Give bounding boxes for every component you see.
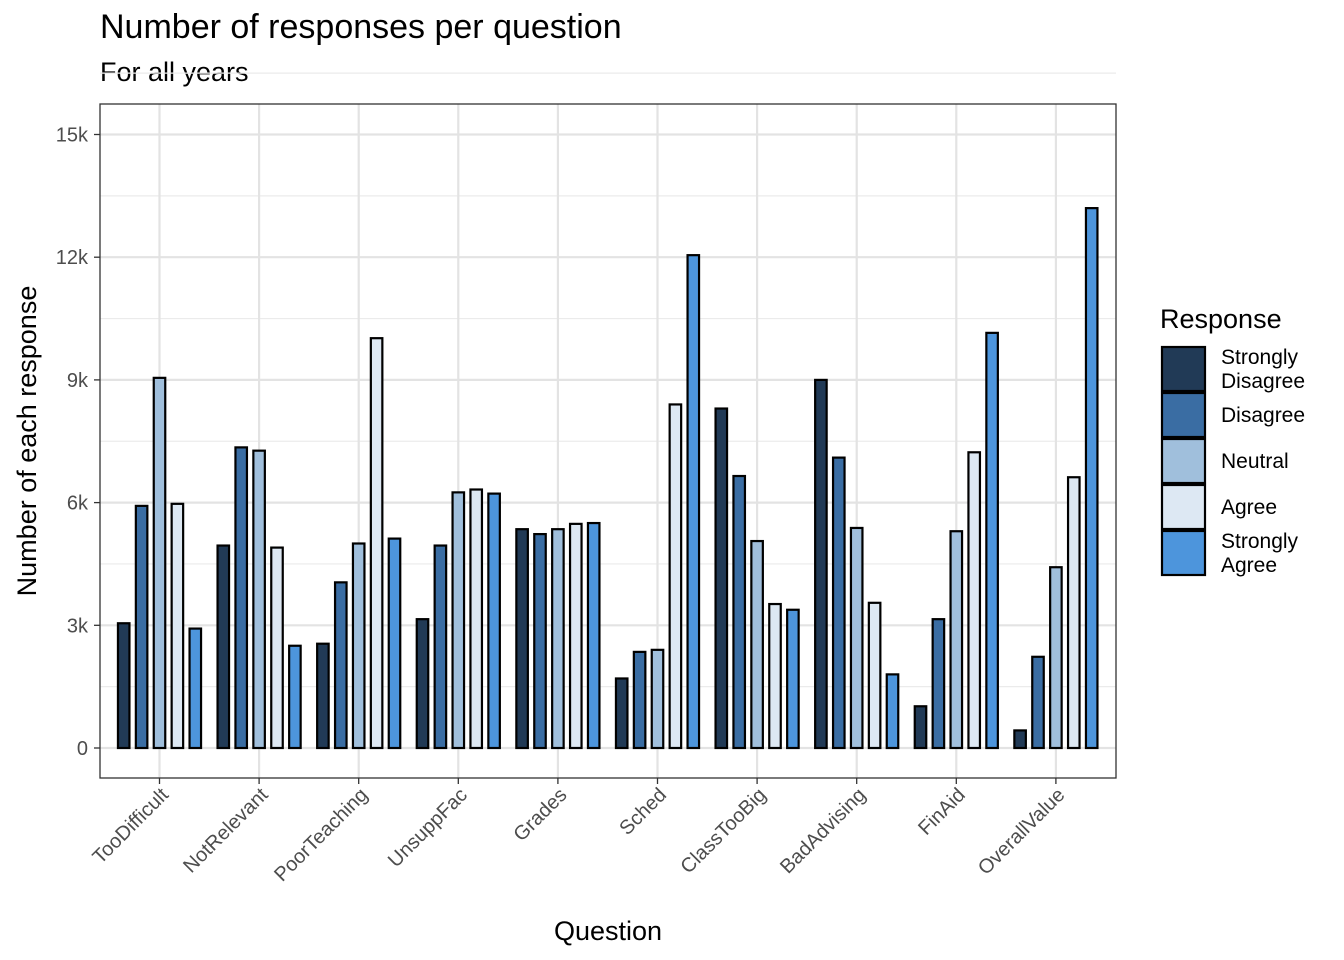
bar-overallvalue-neutral [1049,566,1063,750]
bar-classtoobig-strongly-disagree [714,407,729,750]
bar-grades-neutral [551,528,565,750]
y-tick-label: 0 [77,738,88,760]
bar-classtoobig-neutral [750,539,764,750]
x-tick-label-notrelevant: NotRelevant [179,784,273,878]
legend-label-disagree: Disagree [1221,404,1305,427]
x-axis-title: Question [554,916,662,946]
bar-finaid-neutral [949,530,964,750]
bar-sched-neutral [650,648,665,750]
y-tick-label: 3k [67,615,89,637]
bar-finaid-strongly-agree [985,331,999,750]
legend-label-agree: Agree [1221,496,1277,519]
plot-panel-border [99,103,1117,779]
legend-key-agree [1160,483,1207,531]
bar-notrelevant-strongly-disagree [216,544,231,750]
bar-overallvalue-strongly-agree [1084,207,1099,750]
bar-unsuppfac-agree [469,488,484,750]
y-axis-title: Number of each response [12,286,42,597]
legend-title: Response [1160,304,1282,334]
x-tick-label-classtoobig: ClassTooBig [676,784,770,878]
chart-subtitle: For all years [100,57,249,87]
bar-notrelevant-neutral [252,449,266,750]
bar-toodifficult-strongly-disagree [116,622,131,750]
bar-unsuppfac-strongly-agree [487,492,501,750]
bar-badadvising-disagree [831,456,846,750]
bar-sched-strongly-disagree [614,677,629,750]
x-tick-label-sched: Sched [615,784,671,840]
bar-toodifficult-agree [170,502,185,750]
bar-overallvalue-agree [1066,476,1081,750]
legend: Response Strongly Disagree Disagree Neutral… [1160,304,1305,577]
bar-toodifficult-disagree [134,504,149,750]
x-tick-label-finaid: FinAid [914,784,970,840]
bar-grades-strongly-disagree [515,528,529,750]
x-tick-label-poorteaching: PoorTeaching [270,784,372,886]
y-tick-label: 9k [67,370,89,392]
x-tick-label-grades: Grades [509,784,571,846]
bar-sched-disagree [632,650,647,750]
bar-overallvalue-strongly-disagree [1013,729,1027,750]
bar-unsuppfac-strongly-disagree [415,618,430,750]
y-tick-label: 15k [56,125,89,147]
legend-key-strongly-agree [1160,529,1207,577]
y-tick-label: 12k [56,247,89,269]
y-tick-label: 6k [67,493,89,515]
bar-badadvising-strongly-disagree [814,378,828,750]
bar-poorteaching-disagree [333,581,348,750]
bar-poorteaching-neutral [351,542,366,750]
bar-overallvalue-disagree [1031,655,1045,750]
bar-badadvising-strongly-agree [885,673,900,750]
legend-key-strongly-disagree [1160,345,1207,393]
bar-classtoobig-strongly-agree [786,608,800,750]
bars [116,207,1099,750]
bar-unsuppfac-neutral [451,491,466,750]
bar-toodifficult-neutral [152,376,167,750]
bar-poorteaching-strongly-disagree [316,642,330,750]
bar-badadvising-agree [867,601,882,750]
bar-finaid-agree [967,451,982,750]
bar-sched-agree [668,403,683,750]
x-tick-label-toodifficult: TooDifficult [89,784,174,869]
bar-finaid-strongly-disagree [913,705,928,750]
x-tick-label-unsuppfac: UnsuppFac [384,784,472,872]
chart-title: Number of responses per question [100,8,622,46]
bar-finaid-disagree [931,618,946,750]
bar-sched-strongly-agree [686,254,701,750]
bar-poorteaching-agree [369,337,384,750]
bar-classtoobig-disagree [732,474,747,750]
bar-poorteaching-strongly-agree [387,537,402,750]
bar-unsuppfac-disagree [433,544,448,750]
legend-label-neutral: Neutral [1221,450,1289,473]
legend-key-disagree [1160,391,1207,439]
bar-grades-disagree [533,532,547,750]
axes: 0 3k 6k 9k 12k 15k TooDifficult NotRelevantPoor… [56,125,1070,887]
x-tick-label-badadvising: BadAdvising [776,784,870,878]
x-tick-label-overallvalue: OverallValue [974,784,1069,879]
bar-notrelevant-disagree [234,446,249,750]
bar-classtoobig-agree [768,602,782,750]
bar-badadvising-neutral [849,526,864,750]
legend-label-strongly-disagree: Strongly Disagree [1221,346,1305,393]
bar-notrelevant-strongly-agree [288,644,302,750]
bar-grades-agree [568,522,583,750]
bar-notrelevant-agree [270,546,284,750]
legend-label-strongly-agree: Strongly Agree [1221,530,1299,577]
bar-toodifficult-strongly-agree [188,627,203,750]
legend-key-neutral [1160,437,1207,485]
bar-grades-strongly-agree [586,521,601,750]
